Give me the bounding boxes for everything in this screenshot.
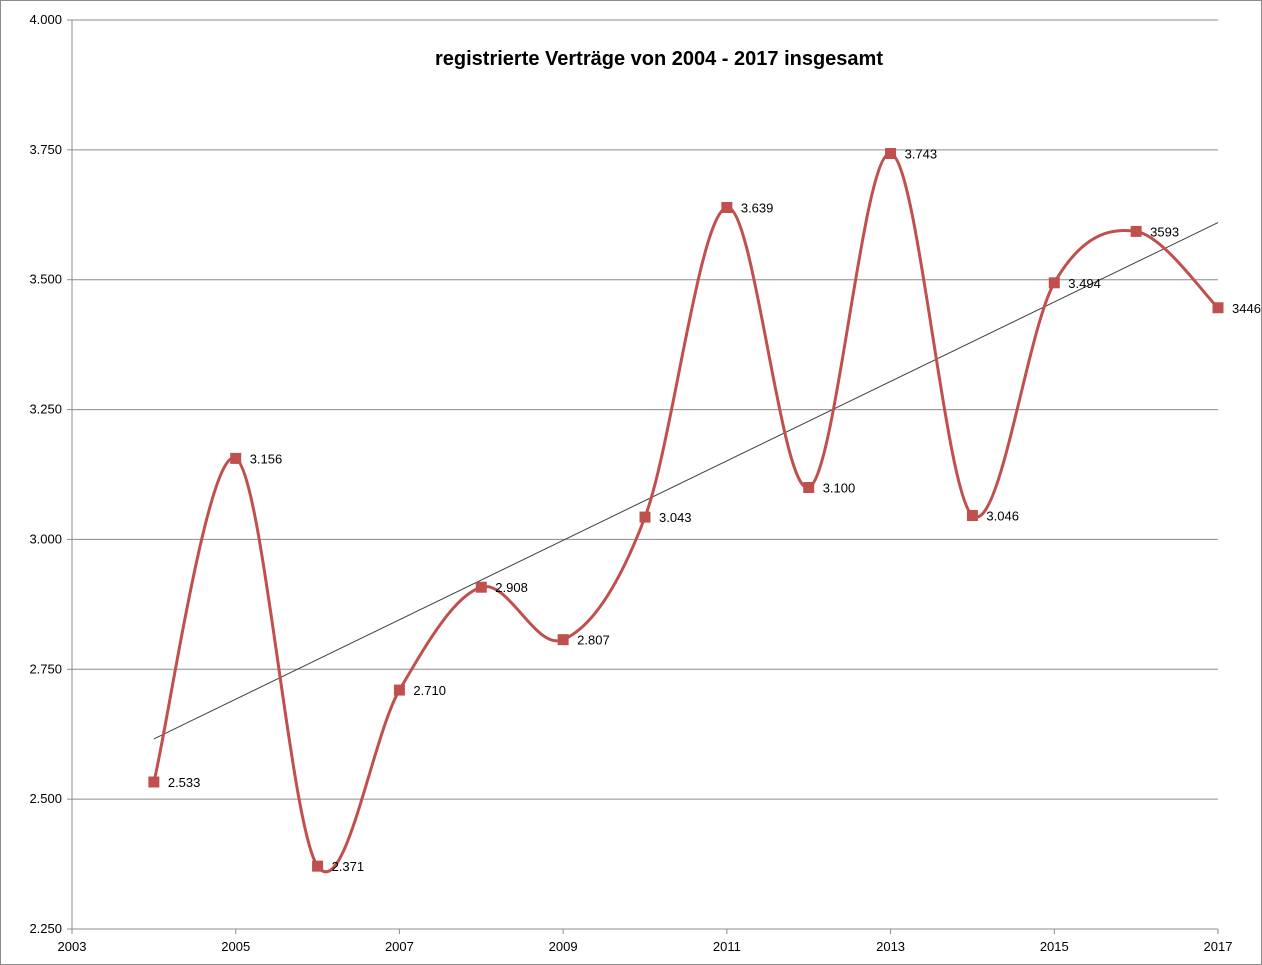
x-tick-label: 2007 — [385, 939, 414, 954]
data-point-marker — [966, 510, 978, 522]
data-label: 2.710 — [413, 683, 446, 698]
x-tick-label: 2005 — [221, 939, 250, 954]
data-point-marker — [557, 634, 569, 646]
data-point-marker — [1212, 302, 1224, 314]
data-point-marker — [885, 147, 897, 159]
data-label: 3.743 — [905, 146, 938, 161]
y-tick-label: 3.000 — [29, 531, 62, 546]
data-label: 3.639 — [741, 201, 774, 216]
y-tick-label: 2.500 — [29, 791, 62, 806]
data-label: 3.046 — [986, 509, 1019, 524]
data-point-marker — [803, 481, 815, 493]
data-point-marker — [312, 860, 324, 872]
data-label: 3.043 — [659, 510, 692, 525]
data-label: 3.156 — [250, 451, 283, 466]
y-tick-label: 3.750 — [29, 142, 62, 157]
y-tick-label: 2.250 — [29, 921, 62, 936]
data-point-marker — [639, 511, 651, 523]
y-tick-label: 3.250 — [29, 402, 62, 417]
y-tick-label: 4.000 — [29, 12, 62, 27]
data-point-marker — [230, 452, 242, 464]
axes: 2.250 2.500 2.750 3.000 3.250 3.500 3.750 4.000… — [29, 12, 1232, 954]
data-label: 3446 — [1232, 301, 1261, 316]
grid-lines — [72, 19, 1218, 930]
data-label: 3593 — [1150, 224, 1179, 239]
chart-title: registrierte Verträge von 2004 - 2017 in… — [435, 48, 883, 70]
trendline — [153, 222, 1219, 740]
x-tick-label: 2015 — [1040, 939, 1069, 954]
y-tick-label: 2.750 — [29, 661, 62, 676]
data-label: 3.100 — [823, 480, 856, 495]
y-tick-label: 3.500 — [29, 272, 62, 287]
data-labels: 2.533 3.156 2.371 2.710 2.908 2.807 3.043 3.639… — [168, 146, 1261, 874]
data-label: 2.807 — [577, 633, 610, 648]
trendline-group — [153, 222, 1219, 740]
data-label: 3.494 — [1068, 276, 1101, 291]
data-point-marker — [393, 684, 405, 696]
data-label: 2.908 — [495, 580, 528, 595]
data-point-marker — [721, 202, 733, 214]
x-tick-label: 2011 — [713, 939, 741, 954]
x-tick-label: 2009 — [549, 939, 578, 954]
data-point-marker — [1130, 225, 1142, 237]
x-tick-label: 2013 — [876, 939, 905, 954]
x-tick-label: 2017 — [1204, 939, 1233, 954]
series-line — [152, 151, 1220, 874]
data-point-marker — [1048, 277, 1060, 289]
data-point-marker — [148, 776, 160, 788]
data-label: 2.371 — [332, 859, 365, 874]
data-point-marker — [475, 581, 487, 593]
series-group — [148, 147, 1224, 874]
x-tick-label: 2003 — [58, 939, 87, 954]
data-label: 2.533 — [168, 775, 201, 790]
